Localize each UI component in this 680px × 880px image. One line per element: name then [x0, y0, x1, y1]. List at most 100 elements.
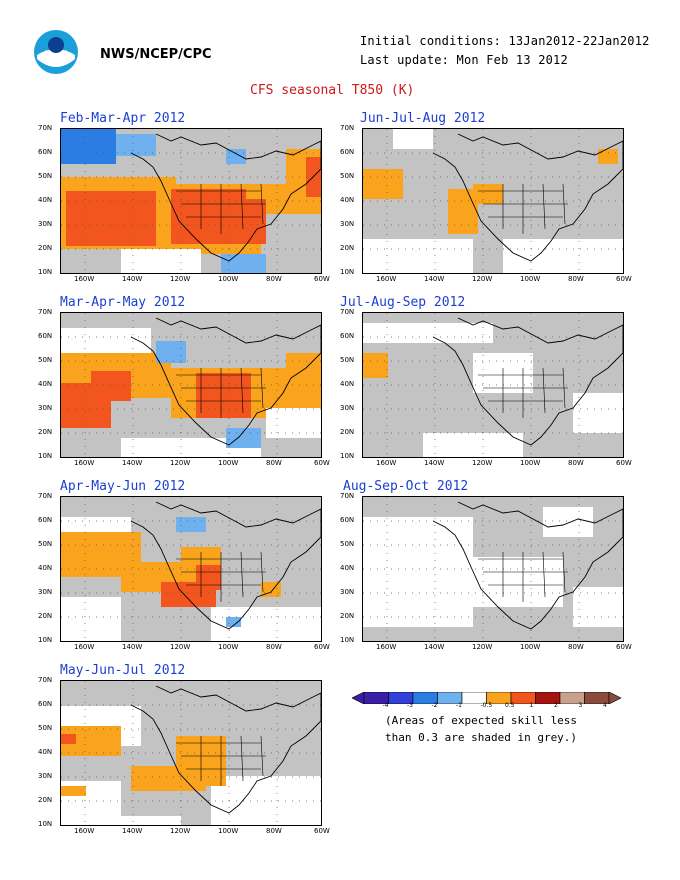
- lon-tick-label: 120W: [170, 827, 191, 835]
- lon-tick-label: 140W: [424, 275, 445, 283]
- panel-title-jas: Jul-Aug-Sep 2012: [340, 295, 466, 310]
- colorbar-label: 1: [529, 702, 534, 709]
- lon-tick-label: 140W: [424, 643, 445, 651]
- lat-tick-label: 60N: [340, 148, 355, 156]
- panel-title-aso: Aug-Sep-Oct 2012: [343, 479, 469, 494]
- lat-tick-label: 40N: [340, 380, 355, 388]
- colorbar-label: -1: [456, 702, 462, 709]
- coastline: [130, 685, 321, 814]
- lat-tick-label: 20N: [38, 796, 53, 804]
- state-borders: [478, 551, 568, 602]
- lon-tick-label: 80W: [568, 459, 584, 467]
- lon-tick-label: 160W: [376, 275, 397, 283]
- main-title: CFS seasonal T850 (K): [250, 83, 415, 98]
- lon-tick-label: 140W: [122, 827, 143, 835]
- panel-title-mam: Mar-Apr-May 2012: [60, 295, 186, 310]
- lat-tick-label: 70N: [38, 124, 53, 132]
- coastline: [432, 133, 623, 262]
- skill-note-line-2: than 0.3 are shaded in grey.): [385, 731, 578, 744]
- colorbar-label: -2: [431, 702, 438, 709]
- lat-tick-label: 10N: [340, 268, 355, 276]
- lon-tick-label: 60W: [616, 643, 632, 651]
- lat-tick-label: 20N: [38, 244, 53, 252]
- colorbar-label: 0.5: [505, 702, 515, 709]
- lon-tick-label: 60W: [616, 275, 632, 283]
- lat-tick-label: 10N: [340, 636, 355, 644]
- lat-tick-label: 40N: [38, 196, 53, 204]
- shade-white: [423, 433, 523, 457]
- shade-white: [503, 259, 563, 273]
- lat-tick-label: 20N: [38, 612, 53, 620]
- lat-tick-label: 30N: [38, 588, 53, 596]
- lon-tick-label: 100W: [218, 275, 239, 283]
- colorbar-graphic: [351, 691, 622, 705]
- lat-tick-label: 40N: [340, 564, 355, 572]
- lat-tick-label: 60N: [38, 332, 53, 340]
- colorbar-right-arrow: [608, 691, 622, 705]
- lat-tick-label: 60N: [340, 516, 355, 524]
- lon-tick-label: 120W: [472, 459, 493, 467]
- lon-tick-label: 100W: [218, 827, 239, 835]
- lat-tick-label: 70N: [340, 308, 355, 316]
- state-borders: [176, 183, 266, 234]
- colorbar: -4 -3 -2 -1 -0.5 0.5 1 2 3 4: [351, 689, 627, 709]
- skill-note-line-1: (Areas of expected skill less: [385, 714, 578, 727]
- shade-white: [61, 597, 121, 641]
- shade-orange: [61, 786, 86, 796]
- map-fma: [60, 128, 322, 274]
- shade-lightblue: [226, 617, 241, 627]
- shade-white: [61, 816, 181, 825]
- lon-tick-label: 120W: [170, 459, 191, 467]
- lon-tick-label: 80W: [266, 275, 282, 283]
- lon-tick-label: 100W: [218, 459, 239, 467]
- lon-tick-label: 60W: [314, 643, 330, 651]
- colorbar-label: 2: [554, 702, 558, 709]
- lat-tick-label: 50N: [340, 356, 355, 364]
- panel-title-amj: Apr-May-Jun 2012: [60, 479, 186, 494]
- lat-tick-label: 10N: [340, 452, 355, 460]
- panel-title-fma: Feb-Mar-Apr 2012: [60, 111, 186, 126]
- colorbar-label: 3: [578, 702, 583, 709]
- lon-tick-label: 140W: [424, 459, 445, 467]
- shade-white: [393, 129, 433, 149]
- lat-tick-label: 70N: [38, 492, 53, 500]
- shade-red: [61, 734, 76, 744]
- coastline: [432, 501, 623, 630]
- shade-white: [211, 776, 321, 825]
- colorbar-label: 4: [603, 702, 607, 709]
- lat-tick-label: 50N: [38, 356, 53, 364]
- map-amj: [60, 496, 322, 642]
- shade-red: [66, 191, 156, 246]
- lon-tick-label: 60W: [314, 827, 330, 835]
- org-name: NWS/NCEP/CPC: [100, 47, 212, 62]
- lon-tick-label: 160W: [74, 827, 95, 835]
- lon-tick-label: 160W: [74, 459, 95, 467]
- shade-lightblue: [116, 134, 156, 156]
- shade-white: [573, 393, 623, 433]
- shade-lightblue: [226, 428, 261, 448]
- colorbar-label: -0.5: [480, 702, 493, 709]
- lat-tick-label: 30N: [340, 220, 355, 228]
- lat-tick-label: 50N: [38, 540, 53, 548]
- lon-tick-label: 100W: [218, 643, 239, 651]
- shade-lightblue: [221, 254, 266, 273]
- shade-orange: [363, 353, 388, 378]
- initial-conditions: Initial conditions: 13Jan2012-22Jan2012: [360, 34, 650, 48]
- lon-tick-label: 100W: [520, 275, 541, 283]
- map-jas: [362, 312, 624, 458]
- lon-tick-label: 160W: [74, 643, 95, 651]
- lon-tick-label: 160W: [376, 459, 397, 467]
- lon-tick-label: 80W: [266, 459, 282, 467]
- lat-tick-label: 60N: [38, 148, 53, 156]
- shade-white: [121, 249, 201, 273]
- lon-tick-label: 140W: [122, 643, 143, 651]
- shade-blue: [61, 129, 116, 164]
- lon-tick-label: 120W: [170, 643, 191, 651]
- map-aso: [362, 496, 624, 642]
- lon-tick-label: 140W: [122, 275, 143, 283]
- map-jja: [362, 128, 624, 274]
- shade-white: [473, 557, 563, 607]
- shade-orange: [286, 353, 321, 393]
- lat-tick-label: 70N: [38, 308, 53, 316]
- skill-note: (Areas of expected skill less than 0.3 a…: [385, 712, 577, 746]
